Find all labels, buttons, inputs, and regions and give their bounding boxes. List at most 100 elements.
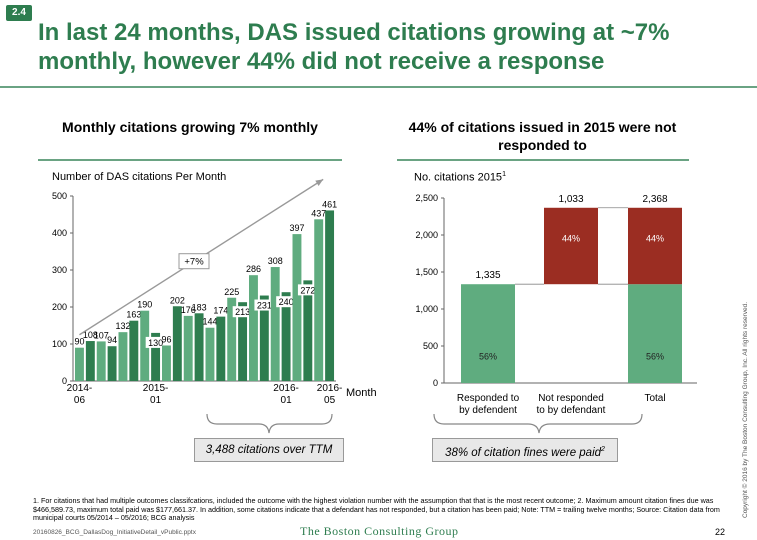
growth-label-box (178, 253, 210, 270)
bar-label: 94 (107, 335, 117, 345)
bar-label: 437 (311, 208, 326, 218)
right-panel-divider (397, 159, 689, 161)
y-tick-label: 1,500 (415, 267, 438, 277)
bar-label: 96 (161, 334, 171, 344)
bar-label: 308 (268, 256, 283, 266)
bar-label: 225 (224, 287, 239, 297)
right-panel-title: 44% of citations issued in 2015 were not… (408, 119, 677, 153)
right-chart-subtitle: No. citations 20151 (414, 171, 506, 184)
bar-label: 397 (289, 223, 304, 233)
title-divider (0, 86, 757, 88)
bar-label: 240 (279, 297, 294, 307)
trend-arrowhead (315, 179, 324, 186)
x-tick-label: 2016- (317, 383, 343, 394)
bar-label: 190 (137, 300, 152, 310)
bar-label: 108 (83, 330, 98, 340)
bar (249, 275, 258, 381)
y-tick-label: 2,000 (415, 230, 438, 240)
y-tick-label: 2,500 (415, 193, 438, 203)
bar (216, 316, 226, 381)
bar (140, 310, 150, 381)
section-badge: 2.4 (6, 5, 32, 21)
bar (172, 306, 182, 381)
bar-label: 130 (148, 338, 163, 348)
bar-label-bg (232, 306, 253, 318)
bar-label-bg (297, 284, 318, 296)
bar-label: 107 (94, 330, 109, 340)
bar (118, 332, 128, 381)
bar (205, 327, 215, 381)
bar (107, 346, 117, 381)
total-label: 2,368 (642, 194, 667, 205)
y-tick-label: 100 (52, 339, 67, 349)
bar (183, 315, 193, 381)
bar (325, 210, 335, 381)
y-tick-label: 400 (52, 228, 67, 238)
left-panel-title: Monthly citations growing 7% monthly (62, 119, 318, 135)
left-panel-divider (38, 159, 342, 161)
bar (292, 234, 302, 381)
bar-label-bg (145, 336, 166, 348)
bar-label: 176 (181, 305, 196, 315)
bar (227, 297, 237, 381)
y-tick-label: 200 (52, 302, 67, 312)
left-chart-subtitle: Number of DAS citations Per Month (52, 171, 227, 183)
bar-label: 132 (115, 321, 130, 331)
category-label: by defendent (459, 405, 517, 416)
bar-label: 202 (170, 295, 185, 305)
copyright: Copyright © 2016 by The Boston Consultin… (742, 301, 749, 518)
category-label: to by defendant (537, 405, 606, 416)
bar (281, 292, 291, 381)
bar-responded (461, 284, 515, 383)
bar (314, 219, 324, 381)
pct-label: 56% (479, 351, 497, 361)
x-tick-label: 01 (281, 395, 293, 406)
bar-label: 272 (300, 285, 315, 295)
bar-label: 213 (235, 307, 250, 317)
bar (270, 267, 280, 381)
file-id: 20160826_BCG_DallasDog_InitiativeDetail_… (33, 529, 196, 536)
bar-label: 163 (126, 310, 141, 320)
bar-label-bg (276, 296, 296, 308)
page-number: 22 (715, 527, 726, 537)
bar-responded (628, 284, 682, 383)
bar-label: 286 (246, 264, 261, 274)
bar (238, 302, 248, 381)
bar-label: 231 (257, 301, 272, 311)
bar (303, 280, 313, 381)
bar-label: 90 (74, 337, 84, 347)
y-tick-label: 500 (423, 341, 438, 351)
category-label: Responded to (457, 393, 520, 404)
bar-label: 174 (213, 306, 228, 316)
bar (85, 341, 95, 381)
bar (129, 320, 139, 381)
category-label: Total (644, 393, 665, 404)
category-label: Not responded (538, 393, 604, 404)
bar-label: 144 (202, 317, 217, 327)
bar (259, 295, 269, 381)
total-label: 1,033 (558, 194, 583, 205)
bar-not-responded (628, 207, 682, 285)
bar-not-responded (544, 207, 598, 285)
bar (75, 347, 84, 381)
bar-label-bg (254, 299, 275, 311)
bar-label: 461 (322, 199, 337, 209)
brand-logo: The Boston Consulting Group (300, 524, 459, 538)
bar (194, 313, 204, 381)
bar (151, 332, 161, 381)
pct-label: 56% (646, 351, 664, 361)
x-tick-label: 06 (74, 395, 86, 406)
pct-label: 44% (646, 233, 664, 243)
bar (162, 345, 171, 381)
growth-label: +7% (184, 257, 204, 268)
ttm-citations-note: 3,488 citations over TTM (194, 438, 344, 462)
y-tick-label: 300 (52, 265, 67, 275)
bar-label: 183 (192, 302, 207, 312)
bar (96, 341, 106, 381)
y-tick-label: 1,000 (415, 304, 438, 314)
footnote: 1. For citations that had multiple outco… (33, 496, 720, 523)
left-brace (206, 413, 333, 434)
